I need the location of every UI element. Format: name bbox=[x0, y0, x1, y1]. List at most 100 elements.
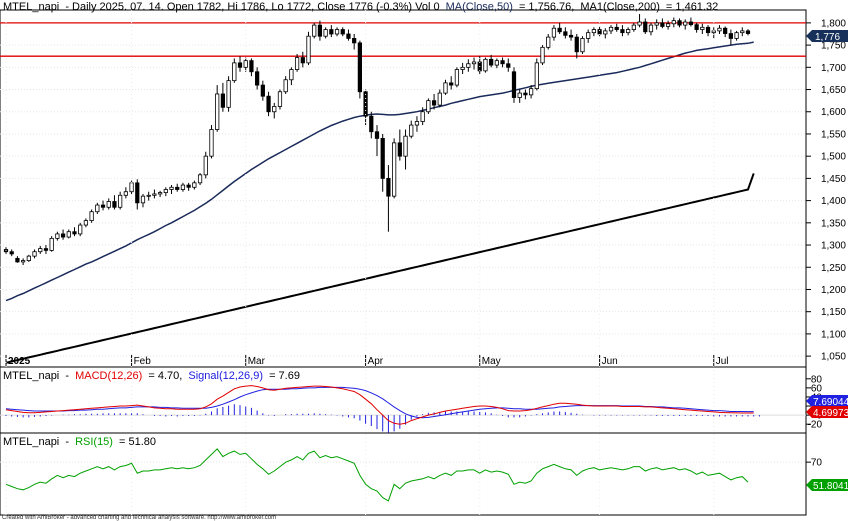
candle-body bbox=[700, 26, 705, 30]
candle-body bbox=[266, 95, 271, 113]
candles bbox=[3, 14, 751, 266]
candle-body bbox=[118, 194, 123, 208]
candle-body bbox=[466, 63, 471, 68]
candle-body bbox=[711, 30, 716, 34]
candle-body bbox=[688, 21, 694, 26]
candle-body bbox=[21, 260, 26, 263]
ma50-series bbox=[5, 41, 754, 302]
candle-body bbox=[471, 61, 477, 65]
price-tick-label: 1,400 bbox=[821, 196, 846, 207]
candle-body bbox=[237, 62, 243, 68]
candle-body bbox=[180, 184, 186, 190]
candle-body bbox=[38, 248, 43, 253]
candle-body bbox=[414, 121, 420, 126]
candle-body bbox=[717, 27, 722, 32]
candle-body bbox=[426, 100, 431, 113]
candle-body bbox=[49, 237, 54, 251]
candle-body bbox=[317, 24, 323, 37]
candle-body bbox=[409, 124, 414, 137]
candle-body bbox=[60, 233, 66, 238]
candle-body bbox=[591, 29, 597, 34]
candle-body bbox=[277, 91, 283, 107]
ma200-line bbox=[5, 173, 755, 364]
signal-badge-text: 7.69044 bbox=[813, 397, 850, 408]
candle-body bbox=[220, 93, 226, 108]
candle-body bbox=[534, 62, 539, 90]
candle-body bbox=[540, 46, 545, 64]
candle-body bbox=[380, 138, 385, 179]
candle-body bbox=[648, 24, 654, 33]
candle-body bbox=[563, 31, 568, 36]
candle-body bbox=[135, 182, 140, 204]
candle-body bbox=[106, 201, 111, 208]
candle-body bbox=[665, 23, 671, 27]
price-tick-label: 1,500 bbox=[821, 152, 846, 163]
candle-body bbox=[272, 106, 277, 113]
candle-body bbox=[580, 38, 585, 53]
candle-body bbox=[420, 111, 425, 122]
macd-sep: - bbox=[65, 370, 69, 382]
candle-body bbox=[329, 29, 334, 35]
candle-body bbox=[357, 42, 362, 93]
candle-body bbox=[517, 92, 522, 98]
candle-body bbox=[386, 177, 391, 197]
candle-body bbox=[146, 194, 151, 197]
candle-body bbox=[437, 92, 442, 106]
candle-body bbox=[300, 57, 305, 64]
signal-label: Signal(12,26,9) bbox=[188, 370, 263, 382]
candle-body bbox=[112, 201, 117, 208]
candle-body bbox=[346, 33, 351, 39]
candle-body bbox=[100, 204, 106, 208]
candle-body bbox=[631, 24, 636, 30]
header-ma50-label: MA(Close,50) bbox=[446, 1, 513, 13]
ma200-series bbox=[5, 173, 755, 364]
candle-body bbox=[289, 69, 294, 81]
price-tick-label: 1,700 bbox=[821, 63, 846, 74]
candle-body bbox=[506, 63, 511, 68]
candle-body bbox=[226, 80, 231, 108]
candle-body bbox=[586, 32, 591, 39]
rsi-value: = 51.80 bbox=[119, 436, 156, 448]
price-tick-label: 1,300 bbox=[821, 241, 846, 252]
candle-body bbox=[140, 195, 146, 204]
candle-body bbox=[723, 27, 728, 34]
rsi-badge-text: 51.8041 bbox=[813, 481, 850, 492]
candle-body bbox=[660, 22, 665, 27]
signal-badge: 7.69044 bbox=[806, 395, 850, 408]
price-tick-label: 1,050 bbox=[821, 352, 846, 363]
macd-panel-frame bbox=[0, 366, 807, 434]
candle-body bbox=[260, 84, 265, 97]
candle-body bbox=[72, 231, 77, 235]
price-panel-frame bbox=[0, 9, 807, 368]
candle-body bbox=[671, 20, 676, 25]
macd-badge: 4.69973 bbox=[806, 406, 850, 419]
candle-body bbox=[15, 257, 20, 263]
macd-value: = 4.70, bbox=[148, 370, 182, 382]
candle-body bbox=[26, 255, 31, 261]
candle-body bbox=[603, 30, 608, 35]
rsi-symbol: MTEL_napi bbox=[3, 436, 59, 448]
last-price-badge: 1,776 bbox=[806, 30, 848, 43]
candle-body bbox=[734, 32, 739, 39]
price-tick-label: 1,350 bbox=[821, 218, 846, 229]
candle-body bbox=[209, 129, 214, 157]
candle-body bbox=[511, 71, 517, 98]
candle-body bbox=[334, 29, 340, 35]
price-grid bbox=[0, 22, 806, 357]
price-tick-label: 1,800 bbox=[821, 18, 846, 29]
candle-body bbox=[494, 60, 499, 66]
header-info: - Daily 2025. 07. 14. Open 1782, Hi 1786… bbox=[65, 1, 439, 13]
candle-body bbox=[192, 182, 197, 188]
macd-tick-label: 80 bbox=[811, 374, 823, 385]
header-symbol: MTEL_napi bbox=[3, 1, 59, 13]
candle-body bbox=[294, 57, 300, 70]
rsi-panel-frame bbox=[0, 432, 807, 516]
candle-body bbox=[203, 155, 208, 176]
macd-tick-label: -20 bbox=[808, 420, 823, 431]
macd-header: MTEL_napi - MACD(12,26) = 4.70, Signal(1… bbox=[3, 370, 300, 382]
time-label: Feb bbox=[134, 356, 152, 367]
candle-body bbox=[683, 21, 688, 26]
candle-body bbox=[431, 100, 437, 106]
time-label: 2025 bbox=[8, 356, 31, 367]
